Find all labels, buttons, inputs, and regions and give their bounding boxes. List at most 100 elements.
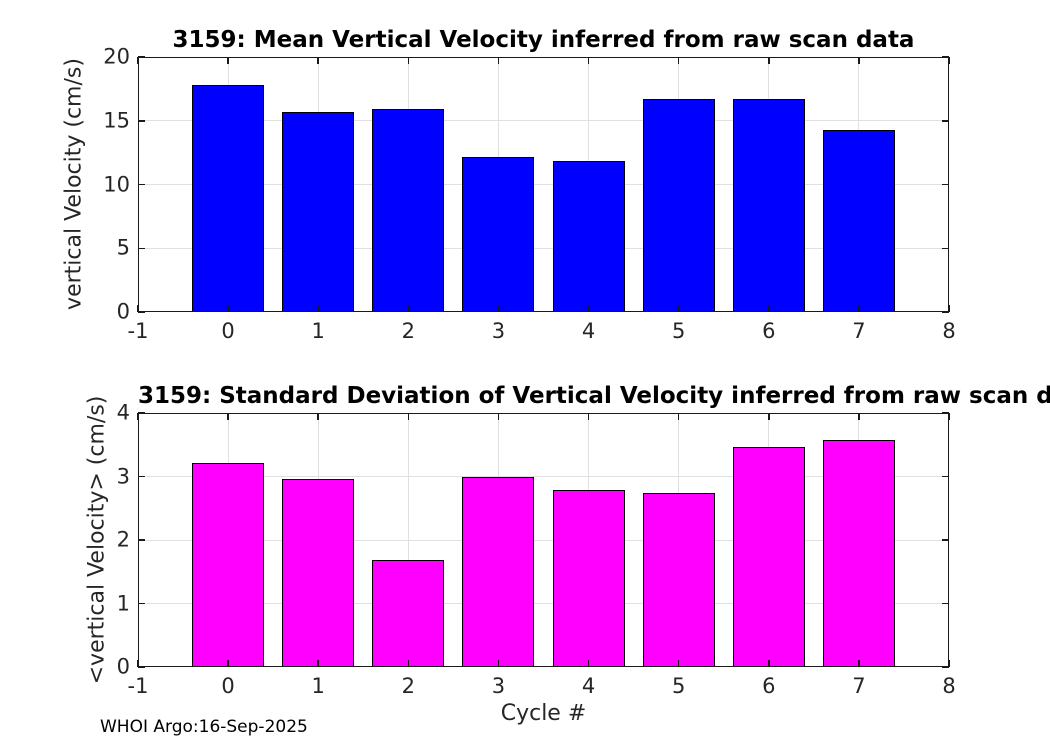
y-tick-mark-right	[942, 56, 949, 58]
x-tick-mark-top	[768, 57, 770, 64]
x-tick-mark-top	[227, 57, 229, 64]
y-tick-label-3: 3	[116, 464, 130, 488]
x-tick-mark-top	[677, 57, 680, 64]
y-tick-mark	[138, 247, 145, 249]
x-tick-mark	[948, 660, 950, 667]
x-tick-mark	[768, 660, 770, 667]
x-tick-label-2: 2	[401, 319, 416, 343]
y-tick-mark-right	[942, 183, 949, 186]
y-tick-mark	[138, 183, 145, 186]
bar-cycle-2	[372, 109, 445, 312]
x-tick-mark	[768, 305, 770, 312]
x-tick-mark	[587, 305, 590, 312]
y-tick-label-4: 4	[116, 400, 130, 425]
x-tick-mark-top	[227, 413, 229, 420]
x-tick-label--1: -1	[127, 674, 149, 698]
y-tick-mark-right	[942, 311, 949, 313]
x-tick-label-1: 1	[311, 319, 325, 343]
y-tick-mark-right	[942, 120, 949, 122]
gridline-y-2	[138, 539, 949, 541]
gridline-y-3	[138, 476, 949, 477]
x-tick-label-6: 6	[762, 674, 776, 698]
y-tick-label-0: 0	[116, 299, 130, 324]
x-axis-label: Cycle #	[500, 701, 587, 726]
x-tick-mark-top	[587, 413, 590, 420]
bar-cycle-0	[192, 85, 265, 312]
x-tick-mark-top	[948, 57, 950, 64]
x-tick-label-0: 0	[221, 319, 235, 343]
x-tick-mark-top	[137, 413, 139, 420]
y-tick-mark-right	[942, 602, 949, 605]
x-tick-mark-top	[948, 413, 950, 420]
bar-cycle-5	[642, 493, 715, 667]
x-tick-label-3: 3	[491, 319, 506, 343]
x-tick-mark	[587, 660, 590, 667]
std-chart-title: 3159: Standard Deviation of Vertical Vel…	[138, 383, 1050, 409]
bar-cycle-6	[732, 99, 805, 312]
y-tick-label-15: 15	[103, 108, 130, 133]
x-tick-label-4: 4	[581, 674, 596, 698]
x-tick-mark-top	[317, 57, 319, 64]
bar-cycle-3	[462, 157, 535, 312]
x-tick-label-6: 6	[762, 319, 776, 343]
y-tick-mark-right	[942, 539, 949, 541]
bar-cycle-2	[372, 559, 445, 667]
bar-cycle-4	[552, 160, 625, 312]
y-tick-mark	[138, 120, 145, 122]
y-tick-label-2: 2	[116, 527, 130, 552]
y-tick-mark	[138, 666, 145, 668]
x-tick-mark-top	[497, 413, 500, 420]
x-tick-label-0: 0	[221, 674, 235, 698]
x-tick-mark	[677, 660, 680, 667]
x-tick-mark	[858, 660, 860, 667]
x-tick-mark-top	[858, 57, 860, 64]
x-tick-label-7: 7	[852, 674, 866, 698]
footer-watermark: WHOI Argo:16-Sep-2025	[100, 717, 308, 737]
x-tick-label-7: 7	[852, 319, 866, 343]
x-tick-label-8: 8	[942, 674, 956, 698]
x-tick-mark	[227, 305, 229, 312]
x-tick-label-2: 2	[401, 674, 416, 698]
x-tick-label-8: 8	[942, 319, 956, 343]
std-chart-plot-area: -1 0 1 2 3 4 5 6 7 8 0 1 2 3 4	[117, 401, 956, 698]
y-tick-mark-right	[942, 475, 949, 478]
x-tick-label--1: -1	[127, 319, 149, 343]
bar-cycle-7	[822, 439, 895, 667]
y-tick-label-0: 0	[116, 654, 130, 679]
y-tick-mark	[138, 602, 145, 605]
x-tick-mark	[858, 305, 860, 312]
y-tick-mark	[138, 311, 145, 313]
bar-cycle-0	[192, 462, 265, 667]
gridline-y-15	[138, 120, 949, 122]
y-tick-label-5: 5	[116, 235, 130, 260]
y-tick-mark	[138, 412, 145, 414]
gridline-y-5	[138, 247, 949, 249]
x-tick-mark-top	[677, 413, 680, 420]
x-tick-mark-top	[587, 57, 590, 64]
x-tick-mark-top	[858, 413, 860, 420]
x-tick-mark	[407, 305, 410, 312]
gridline-y-10	[138, 184, 949, 185]
mean-chart-plot-area: -1 0 1 2 3 4 5 6 7 8 0 5 10 15 20	[103, 45, 955, 343]
x-tick-mark-top	[768, 413, 770, 420]
gridline-y-1	[138, 603, 949, 604]
bar-cycle-4	[552, 489, 625, 667]
y-tick-mark-right	[942, 412, 949, 414]
bar-cycle-5	[642, 99, 715, 312]
y-tick-mark-right	[942, 666, 949, 668]
y-tick-label-20: 20	[103, 44, 130, 69]
x-tick-mark	[317, 660, 319, 667]
x-tick-mark	[407, 660, 410, 667]
bar-cycle-6	[732, 446, 805, 667]
mean-chart-title: 3159: Mean Vertical Velocity inferred fr…	[172, 27, 915, 53]
y-tick-mark	[138, 475, 145, 478]
bar-cycle-3	[462, 477, 535, 667]
x-tick-label-1: 1	[311, 674, 325, 698]
x-tick-mark-top	[407, 57, 410, 64]
x-tick-mark-top	[137, 57, 139, 64]
bar-cycle-7	[822, 129, 895, 312]
x-tick-mark	[497, 305, 500, 312]
x-tick-mark-top	[407, 413, 410, 420]
bar-cycle-1	[282, 111, 355, 312]
